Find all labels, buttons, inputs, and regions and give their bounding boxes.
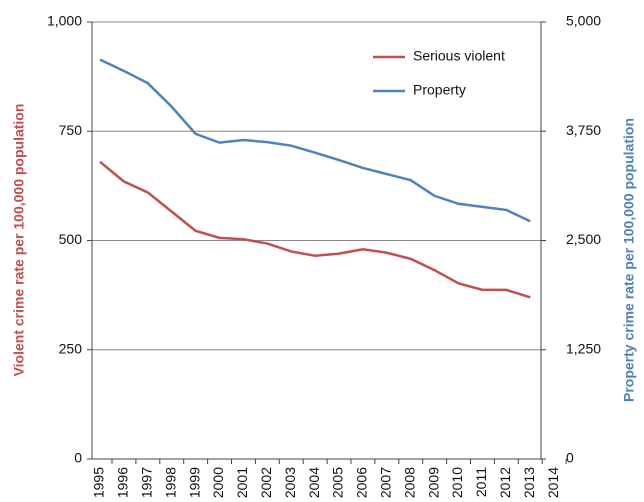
x-tick-label: 1998 (162, 467, 178, 498)
y2-tick-label: 5,000 (566, 13, 601, 29)
x-tick-label: 2012 (497, 467, 513, 498)
y2-tick-label: 3,750 (566, 122, 601, 138)
x-tick-label: 2000 (210, 467, 226, 498)
x-tick-label: 2004 (306, 467, 322, 498)
x-tick-label: 1999 (186, 467, 202, 498)
x-tick-label: 2013 (521, 467, 537, 498)
series-line (99, 58, 531, 223)
x-tick-label: 2011 (473, 467, 489, 497)
x-tick-label: 2007 (378, 467, 394, 498)
y2-tick-label: 0 (566, 450, 574, 466)
x-tick-label: 2010 (449, 467, 465, 498)
y-tick-label: 750 (59, 122, 83, 138)
legend-label: Property (413, 82, 466, 98)
x-tick-label: 1997 (139, 467, 155, 498)
y2-axis-label: Property crime rate per 100,000 populati… (621, 118, 637, 402)
x-tick-label: 2002 (258, 467, 274, 498)
x-tick-label: 1996 (115, 467, 131, 498)
x-tick-label: 2005 (330, 467, 346, 498)
x-tick-label: 2001 (234, 467, 250, 498)
y-tick-label: 1,000 (47, 13, 82, 29)
y-tick-label: 0 (74, 450, 82, 466)
y-tick-label: 250 (59, 340, 83, 356)
y-tick-label: 500 (59, 231, 83, 247)
x-tick-label: 2003 (282, 467, 298, 498)
y-axis-label: Violent crime rate per 100,000 populatio… (11, 104, 27, 377)
x-tick-label: 1995 (91, 467, 107, 498)
legend-label: Serious violent (413, 48, 505, 64)
x-tick-label: 2014 (545, 467, 561, 498)
x-tick-label: 2006 (354, 467, 370, 498)
y2-tick-label: 1,250 (566, 340, 601, 356)
x-tick-label: 2008 (401, 467, 417, 498)
x-tick-label: 2009 (425, 467, 441, 498)
y2-tick-label: 2,500 (566, 231, 601, 247)
series-line (99, 160, 531, 299)
